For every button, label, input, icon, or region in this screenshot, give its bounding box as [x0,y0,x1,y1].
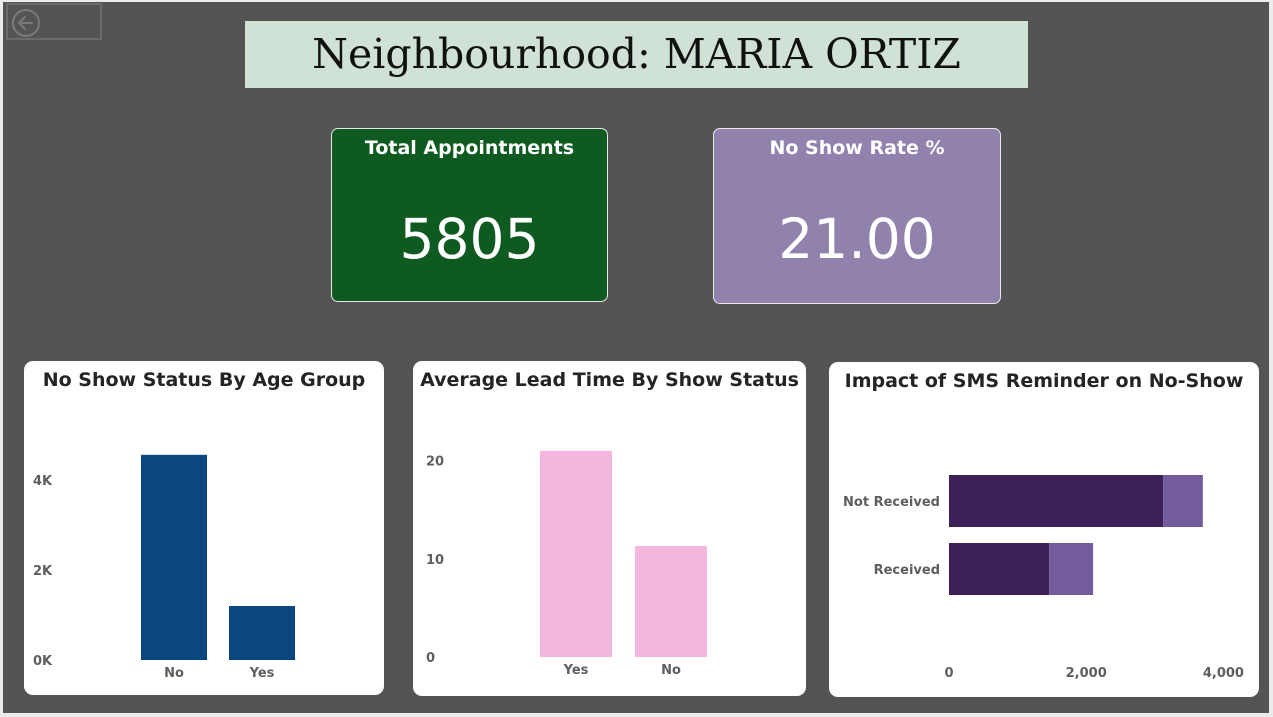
y-tick-label: 20 [426,455,444,470]
chart-title: Average Lead Time By Show Status [420,369,799,391]
chart-title: Impact of SMS Reminder on No-Show [844,370,1244,392]
chart-title: No Show Status By Age Group [42,369,366,391]
kpi-card-no-show-rate: No Show Rate % 21.00 [713,128,1001,304]
x-tick-label: Yes [563,663,589,678]
kpi-value: 21.00 [778,207,936,271]
y-tick-label: 0K [33,654,53,669]
y-tick-label: 10 [426,553,444,568]
chart-card-age-group: No Show Status By Age Group 0K 2K 4K No Yes [24,361,384,695]
x-tick-label: 2,000 [1066,666,1107,681]
bar-not-received-segment-1 [949,475,1164,527]
kpi-card-total-appointments: Total Appointments 5805 [331,128,608,302]
chart-sms-reminder-impact: Not Received Received 0 2,000 4,000 [843,475,1244,681]
x-tick-label: 4,000 [1203,666,1244,681]
bar-no [635,546,707,657]
bar-yes [229,606,295,660]
y-tick-label: 4K [33,474,53,489]
page-title: Neighbourhood: MARIA ORTIZ [312,30,961,78]
dashboard-canvas: Neighbourhood: MARIA ORTIZ Total Appoint… [3,2,1269,713]
chart-card-lead-time: Average Lead Time By Show Status 0 10 20 Ye… [413,361,806,696]
back-button[interactable] [6,3,102,40]
chart-lead-time-by-show-status: 0 10 20 Yes No [426,450,707,678]
y-tick-label: Not Received [843,495,940,510]
kpi-label: Total Appointments [364,137,575,159]
x-tick-label: Yes [249,666,275,681]
bar-yes [540,450,612,657]
kpi-value: 5805 [399,207,540,271]
bar-received-segment-2 [1049,543,1094,595]
y-tick-label: 0 [426,651,435,666]
page-title-banner: Neighbourhood: MARIA ORTIZ [245,21,1028,88]
y-tick-label: Received [874,563,940,578]
chart-card-sms-reminder: Impact of SMS Reminder on No-Show Not Re… [829,362,1259,697]
bar-received-segment-1 [949,543,1050,595]
x-tick-label: 0 [944,666,953,681]
y-tick-label: 2K [33,564,53,579]
bar-no [141,454,207,660]
x-tick-label: No [661,663,681,678]
kpi-label: No Show Rate % [769,137,945,159]
bar-not-received-segment-2 [1163,475,1203,527]
chart-no-show-by-age-group: 0K 2K 4K No Yes [33,454,295,681]
x-tick-label: No [164,666,184,681]
arrow-left-circle-icon [12,9,40,37]
